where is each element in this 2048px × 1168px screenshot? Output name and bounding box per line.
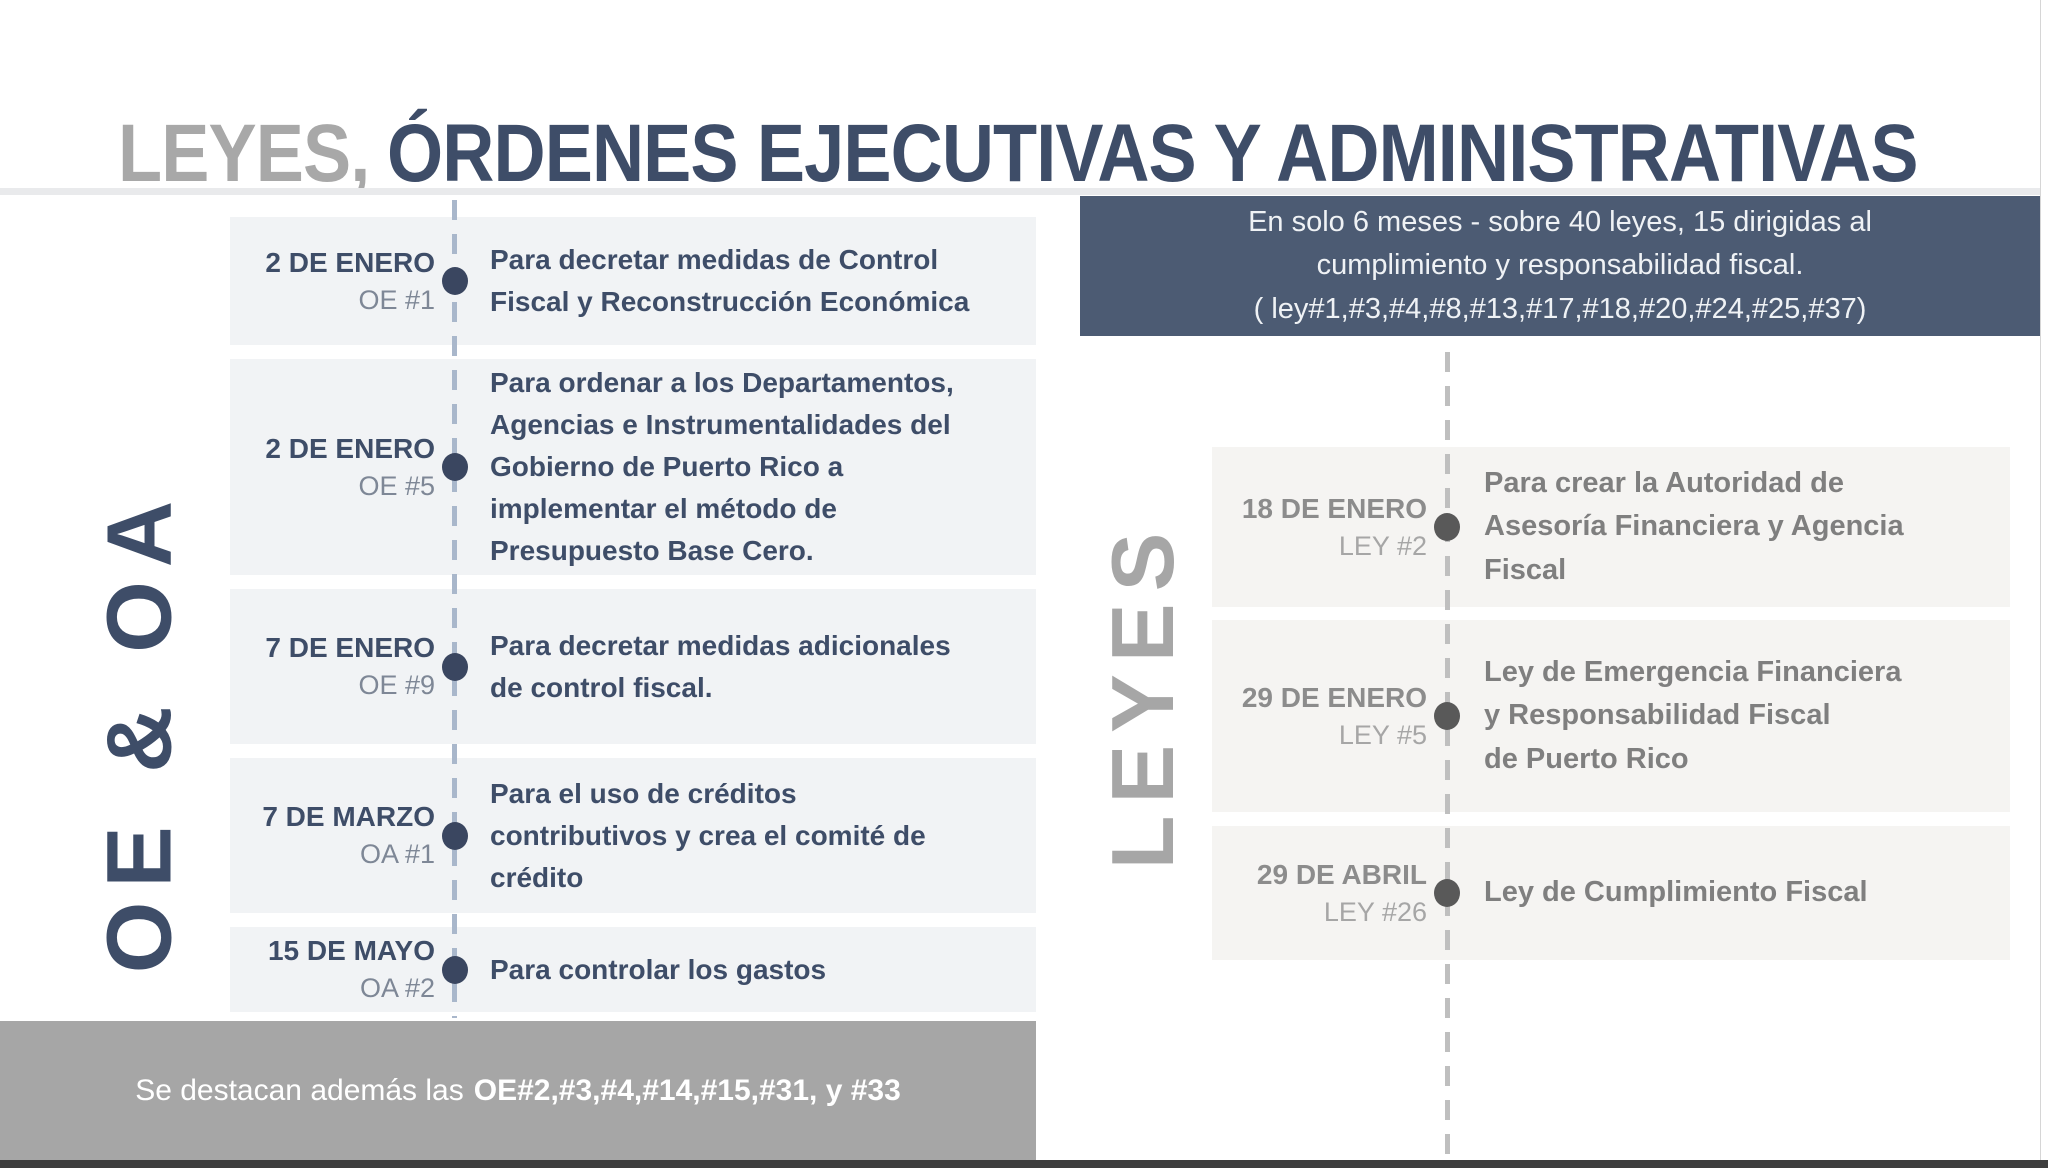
- footnote-highlight: OE#2,#3,#4,#14,#15,#31, y #33: [473, 1073, 901, 1107]
- entry-date-block: 2 DE ENERO OE #5: [230, 359, 435, 575]
- oe-oa-timeline-line: [452, 200, 457, 1018]
- timeline-entry-ley26: 29 DE ABRIL LEY #26 Ley de Cumplimiento …: [1212, 826, 2010, 960]
- timeline-dot: [442, 267, 468, 295]
- entry-date-block: 15 DE MAYO OA #2: [230, 927, 435, 1012]
- leyes-section-label: LEYES: [1093, 520, 1192, 870]
- page-title: LEYES, ÓRDENES EJECUTIVAS Y ADMINISTRATIV…: [118, 107, 1919, 201]
- title-part-navy: ÓRDENES EJECUTIVAS Y ADMINISTRATIVAS: [386, 107, 1919, 199]
- leyes-summary-line-2: cumplimiento y responsabilidad fiscal.: [1316, 249, 1804, 282]
- entry-ref: OA #2: [359, 973, 435, 1004]
- title-part-gray: LEYES,: [118, 107, 370, 199]
- entry-date: 7 DE MARZO: [262, 801, 435, 833]
- entry-description-text: Para crear la Autoridad de Asesoría Fina…: [1484, 466, 1904, 586]
- entry-date-block: 29 DE ABRIL LEY #26: [1212, 826, 1427, 960]
- entry-description: Para decretar medidas adicionales de con…: [490, 589, 1024, 744]
- entry-date-block: 18 DE ENERO LEY #2: [1212, 447, 1427, 607]
- timeline-entry-oe9: 7 DE ENERO OE #9 Para decretar medidas a…: [230, 589, 1036, 744]
- timeline-dot: [1434, 513, 1460, 541]
- right-edge-margin: [2040, 0, 2048, 1168]
- timeline-entry-oe1: 2 DE ENERO OE #1 Para decretar medidas d…: [230, 217, 1036, 345]
- timeline-entry-oe5: 2 DE ENERO OE #5 Para ordenar a los Depa…: [230, 359, 1036, 575]
- entry-ref: OA #1: [359, 839, 435, 870]
- entry-date-block: 2 DE ENERO OE #1: [230, 217, 435, 345]
- leyes-timeline-line: [1445, 352, 1450, 1158]
- entry-date: 29 DE ABRIL: [1256, 858, 1427, 890]
- entry-description-text: Para el uso de créditos contributivos y …: [490, 777, 926, 893]
- timeline-dot: [442, 453, 468, 481]
- entry-ref: LEY #2: [1338, 530, 1427, 561]
- entry-description: Para decretar medidas de Control Fiscal …: [490, 217, 1024, 345]
- timeline-dot: [442, 821, 468, 850]
- timeline-entry-ley2: 18 DE ENERO LEY #2 Para crear la Autorid…: [1212, 447, 2010, 607]
- entry-description-text: Para controlar los gastos: [490, 953, 827, 985]
- entry-description: Ley de Cumplimiento Fiscal: [1484, 826, 1970, 960]
- leyes-summary-line-1: En solo 6 meses - sobre 40 leyes, 15 dir…: [1248, 205, 1872, 238]
- timeline-entry-oa1: 7 DE MARZO OA #1 Para el uso de créditos…: [230, 758, 1036, 913]
- leyes-summary-box: En solo 6 meses - sobre 40 leyes, 15 dir…: [1080, 196, 2040, 336]
- entry-date-block: 7 DE ENERO OE #9: [230, 589, 435, 744]
- timeline-dot: [442, 955, 468, 984]
- entry-description-text: Ley de Emergencia Financiera y Responsab…: [1484, 655, 1902, 775]
- title-divider: [0, 188, 2048, 195]
- entry-description-text: Para ordenar a los Departamentos, Agenci…: [490, 367, 954, 566]
- leyes-summary-line-3: ( ley#1,#3,#4,#8,#13,#17,#18,#20,#24,#25…: [1253, 292, 1867, 325]
- entry-description-text: Ley de Cumplimiento Fiscal: [1484, 876, 1868, 909]
- entry-ref: OE #9: [358, 670, 435, 701]
- entry-ref: LEY #5: [1338, 719, 1427, 750]
- entry-ref: LEY #26: [1323, 896, 1427, 927]
- entry-date: 2 DE ENERO: [265, 432, 435, 464]
- entry-ref: OE #5: [358, 470, 435, 501]
- entry-description: Para el uso de créditos contributivos y …: [490, 758, 1024, 913]
- timeline-dot: [1434, 879, 1460, 907]
- entry-description-text: Para decretar medidas de Control Fiscal …: [490, 244, 970, 317]
- entry-description: Para controlar los gastos: [490, 927, 1024, 1012]
- entry-date-block: 7 DE MARZO OA #1: [230, 758, 435, 913]
- oe-oa-section-label: OE & OA: [88, 486, 191, 974]
- entry-description: Para ordenar a los Departamentos, Agenci…: [490, 359, 1024, 575]
- timeline-entry-ley5: 29 DE ENERO LEY #5 Ley de Emergencia Fin…: [1212, 620, 2010, 812]
- entry-date: 2 DE ENERO: [265, 246, 435, 278]
- entry-description-text: Para decretar medidas adicionales de con…: [490, 629, 951, 703]
- footnote-banner: Se destacan además las OE#2,#3,#4,#14,#1…: [0, 1021, 1036, 1160]
- entry-date: 29 DE ENERO: [1241, 681, 1427, 713]
- entry-date: 15 DE MAYO: [267, 935, 435, 967]
- entry-description: Ley de Emergencia Financiera y Responsab…: [1484, 620, 1970, 812]
- entry-date: 18 DE ENERO: [1241, 492, 1427, 524]
- entry-date-block: 29 DE ENERO LEY #5: [1212, 620, 1427, 812]
- footnote-prefix: Se destacan además las: [135, 1073, 464, 1107]
- entry-description: Para crear la Autoridad de Asesoría Fina…: [1484, 447, 1970, 607]
- entry-ref: OE #1: [358, 284, 435, 315]
- timeline-dot: [442, 652, 468, 681]
- entry-date: 7 DE ENERO: [265, 632, 435, 664]
- timeline-dot: [1434, 702, 1460, 730]
- timeline-entry-oa2: 15 DE MAYO OA #2 Para controlar los gast…: [230, 927, 1036, 1012]
- bottom-edge-strip: [0, 1160, 2048, 1168]
